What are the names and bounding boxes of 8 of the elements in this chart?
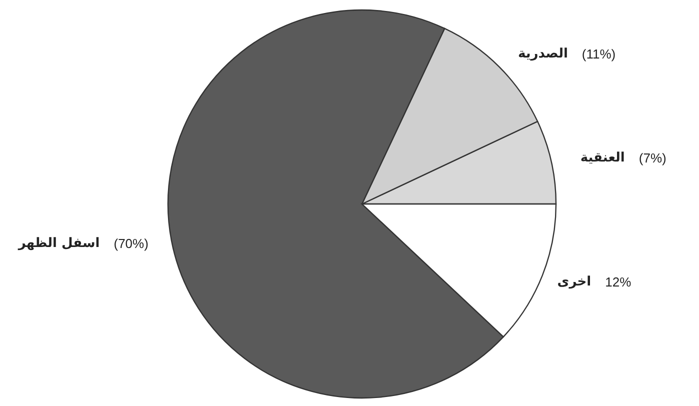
data-label: (7%) xyxy=(638,150,666,166)
slice-label: اخرى xyxy=(557,274,592,290)
slice-label: العنقية xyxy=(580,150,625,166)
slice-label: اسفل الظهر xyxy=(17,236,100,252)
data-label: (70%) xyxy=(114,236,148,252)
slice-label: الصدرية xyxy=(518,46,568,62)
data-label: (11%) xyxy=(582,46,616,62)
data-label: 12% xyxy=(605,274,632,290)
